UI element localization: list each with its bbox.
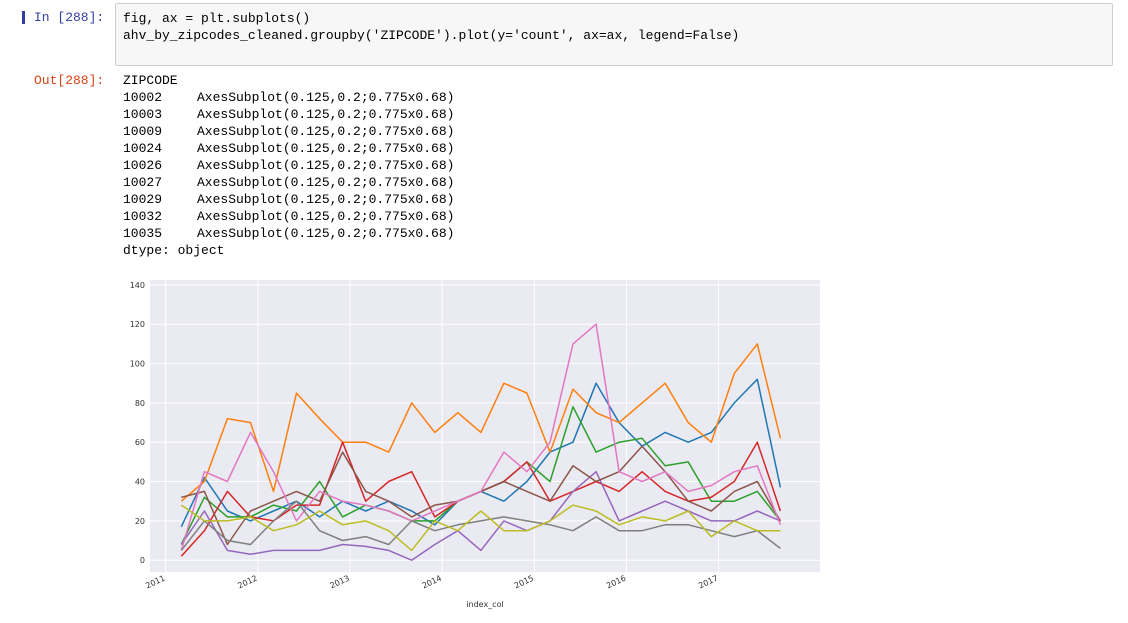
code-line: ahv_by_zipcodes_cleaned.groupby('ZIPCODE… xyxy=(123,28,740,43)
series-line xyxy=(180,323,782,551)
y-tick-label: 40 xyxy=(135,478,145,487)
x-tick-label: 2011 xyxy=(144,574,166,591)
output-value: AxesSubplot(0.125,0.2;0.775x0.68) xyxy=(197,192,455,207)
code-cell[interactable]: fig, ax = plt.subplots() ahv_by_zipcodes… xyxy=(115,3,1113,66)
y-tick-label: 120 xyxy=(130,320,145,329)
y-tick-label: 100 xyxy=(130,360,145,369)
output-index: 10003 xyxy=(123,107,163,122)
series-line xyxy=(180,343,782,502)
y-tick-label: 60 xyxy=(135,438,145,447)
x-tick-label: 2016 xyxy=(605,574,627,591)
run-marker xyxy=(22,11,25,24)
out-prompt: Out[288]: xyxy=(34,73,105,88)
output-index: 10032 xyxy=(123,209,163,224)
series-line xyxy=(180,500,781,551)
y-tick-label: 20 xyxy=(135,517,145,526)
output-value: AxesSubplot(0.125,0.2;0.775x0.68) xyxy=(197,175,455,190)
output-value: AxesSubplot(0.125,0.2;0.775x0.68) xyxy=(197,124,455,139)
series-line xyxy=(180,470,781,561)
x-tick-label: 2014 xyxy=(421,574,443,591)
output-value: AxesSubplot(0.125,0.2;0.775x0.68) xyxy=(197,158,455,173)
in-prompt: In [288]: xyxy=(34,10,105,25)
x-tick-label: 2013 xyxy=(329,574,351,591)
y-tick-label: 80 xyxy=(135,399,145,408)
output-index: 10002 xyxy=(123,90,163,105)
output-index: 10035 xyxy=(123,226,163,241)
output-index: 10009 xyxy=(123,124,163,139)
output-value: AxesSubplot(0.125,0.2;0.775x0.68) xyxy=(197,107,455,122)
output-value: AxesSubplot(0.125,0.2;0.775x0.68) xyxy=(197,141,455,156)
y-tick-label: 140 xyxy=(130,281,145,290)
output-index: 10024 xyxy=(123,141,163,156)
output-value: AxesSubplot(0.125,0.2;0.775x0.68) xyxy=(197,209,455,224)
code-line: fig, ax = plt.subplots() xyxy=(123,11,311,26)
x-tick-label: 2015 xyxy=(513,574,535,591)
x-tick-label: 2012 xyxy=(236,574,258,591)
output-index: 10027 xyxy=(123,175,163,190)
output-footer: dtype: object xyxy=(123,243,225,258)
series-line xyxy=(180,504,781,552)
output-index: 10026 xyxy=(123,158,163,173)
output-index: 10029 xyxy=(123,192,163,207)
x-tick-label: 2017 xyxy=(697,574,719,591)
output-value: AxesSubplot(0.125,0.2;0.775x0.68) xyxy=(197,226,455,241)
output-value: AxesSubplot(0.125,0.2;0.775x0.68) xyxy=(197,90,455,105)
y-tick-label: 0 xyxy=(140,556,145,565)
output-header: ZIPCODE xyxy=(123,73,178,88)
x-axis-label: index_col xyxy=(466,600,503,609)
